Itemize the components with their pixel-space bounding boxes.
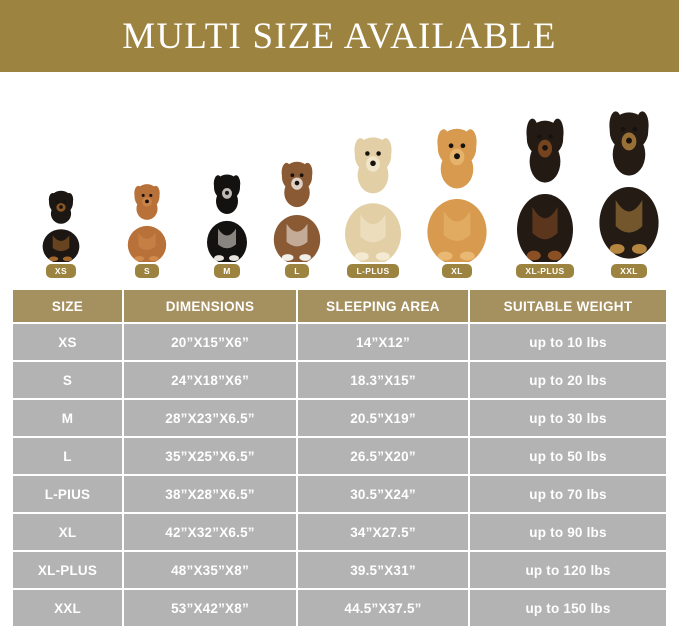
sleeping-area-cell: 39.5”X31” <box>298 552 470 590</box>
dimensions-cell: 24”X18”X6” <box>124 362 298 400</box>
golden-retriever-illustration <box>336 72 410 264</box>
size-badge-xxl: XXL <box>611 263 647 278</box>
sleeping-area-cell: 30.5”X24” <box>298 476 470 514</box>
suitable-weight-cell: up to 120 lbs <box>470 552 666 590</box>
sleeping-area-cell: 14”X12” <box>298 324 470 362</box>
table-row: XL-PLUS 48”X35”X8” 39.5”X31” up to 120 lbs <box>13 552 666 590</box>
dimensions-cell: 28”X23”X6.5” <box>124 400 298 438</box>
column-header-sleeping-area: SLEEPING AREA <box>298 290 470 324</box>
sleeping-area-cell: 18.3”X15” <box>298 362 470 400</box>
dimensions-cell: 20”X15”X6” <box>124 324 298 362</box>
table-row: XS 20”X15”X6” 14”X12” up to 10 lbs <box>13 324 666 362</box>
dog-size-lineup: XS S M <box>0 72 679 284</box>
suitable-weight-cell: up to 20 lbs <box>470 362 666 400</box>
size-badge-l-plus: L-PLUS <box>347 263 399 278</box>
table-header-row: SIZE DIMENSIONS SLEEPING AREA SUITABLE W… <box>13 290 666 324</box>
column-header-size: SIZE <box>13 290 124 324</box>
page-title: MULTI SIZE AVAILABLE <box>122 15 557 57</box>
table-row: L-PIUS 38”X28”X6.5” 30.5”X24” up to 70 lbs <box>13 476 666 514</box>
dog-slot-l-plus: L-PLUS <box>336 72 410 284</box>
suitable-weight-cell: up to 10 lbs <box>470 324 666 362</box>
dimensions-cell: 38”X28”X6.5” <box>124 476 298 514</box>
size-badge-m: M <box>214 263 240 278</box>
doberman-illustration <box>508 72 582 264</box>
dog-slot-xl: XL <box>420 72 494 284</box>
size-badge-s: S <box>134 263 160 278</box>
suitable-weight-cell: up to 70 lbs <box>470 476 666 514</box>
table-row: L 35”X25”X6.5” 26.5”X20” up to 50 lbs <box>13 438 666 476</box>
dachshund-illustration <box>24 72 98 264</box>
dog-slot-l: L <box>260 72 334 284</box>
table-row: XL 42”X32”X6.5” 34”X27.5” up to 90 lbs <box>13 514 666 552</box>
size-badge-xs: XS <box>45 263 77 278</box>
size-cell: XL <box>13 514 124 552</box>
suitable-weight-cell: up to 90 lbs <box>470 514 666 552</box>
table-row: S 24”X18”X6” 18.3”X15” up to 20 lbs <box>13 362 666 400</box>
german-shepherd-illustration <box>592 72 666 264</box>
dog-slot-xxl: XXL <box>592 72 666 284</box>
beagle-illustration <box>260 72 334 264</box>
header-banner: MULTI SIZE AVAILABLE <box>0 0 679 72</box>
dimensions-cell: 35”X25”X6.5” <box>124 438 298 476</box>
dimensions-cell: 42”X32”X6.5” <box>124 514 298 552</box>
column-header-suitable-weight: SUITABLE WEIGHT <box>470 290 666 324</box>
column-header-dimensions: DIMENSIONS <box>124 290 298 324</box>
suitable-weight-cell: up to 50 lbs <box>470 438 666 476</box>
size-table: SIZE DIMENSIONS SLEEPING AREA SUITABLE W… <box>13 290 666 628</box>
dog-slot-m: M <box>190 72 264 284</box>
chihuahua-illustration <box>190 72 264 264</box>
size-badge-l: L <box>285 263 309 278</box>
sleeping-area-cell: 20.5”X19” <box>298 400 470 438</box>
dog-slot-xs: XS <box>24 72 98 284</box>
sleeping-area-cell: 44.5”X37.5” <box>298 590 470 628</box>
dog-slot-s: S <box>110 72 184 284</box>
table-body: XS 20”X15”X6” 14”X12” up to 10 lbs S 24”X18”X… <box>13 324 666 628</box>
size-cell: S <box>13 362 124 400</box>
size-badge-xl: XL <box>442 263 472 278</box>
suitable-weight-cell: up to 30 lbs <box>470 400 666 438</box>
golden-retriever-illustration <box>420 72 494 264</box>
sleeping-area-cell: 34”X27.5” <box>298 514 470 552</box>
size-cell: M <box>13 400 124 438</box>
size-cell: L <box>13 438 124 476</box>
size-cell: XL-PLUS <box>13 552 124 590</box>
dog-slot-xl-plus: XL-PLUS <box>508 72 582 284</box>
sleeping-area-cell: 26.5”X20” <box>298 438 470 476</box>
size-badge-xl-plus: XL-PLUS <box>516 263 574 278</box>
dimensions-cell: 48”X35”X8” <box>124 552 298 590</box>
size-cell: XXL <box>13 590 124 628</box>
size-cell: L-PIUS <box>13 476 124 514</box>
table-row: XXL 53”X42”X8” 44.5”X37.5” up to 150 lbs <box>13 590 666 628</box>
dimensions-cell: 53”X42”X8” <box>124 590 298 628</box>
toy-poodle-illustration <box>110 72 184 264</box>
suitable-weight-cell: up to 150 lbs <box>470 590 666 628</box>
size-cell: XS <box>13 324 124 362</box>
table-row: M 28”X23”X6.5” 20.5”X19” up to 30 lbs <box>13 400 666 438</box>
